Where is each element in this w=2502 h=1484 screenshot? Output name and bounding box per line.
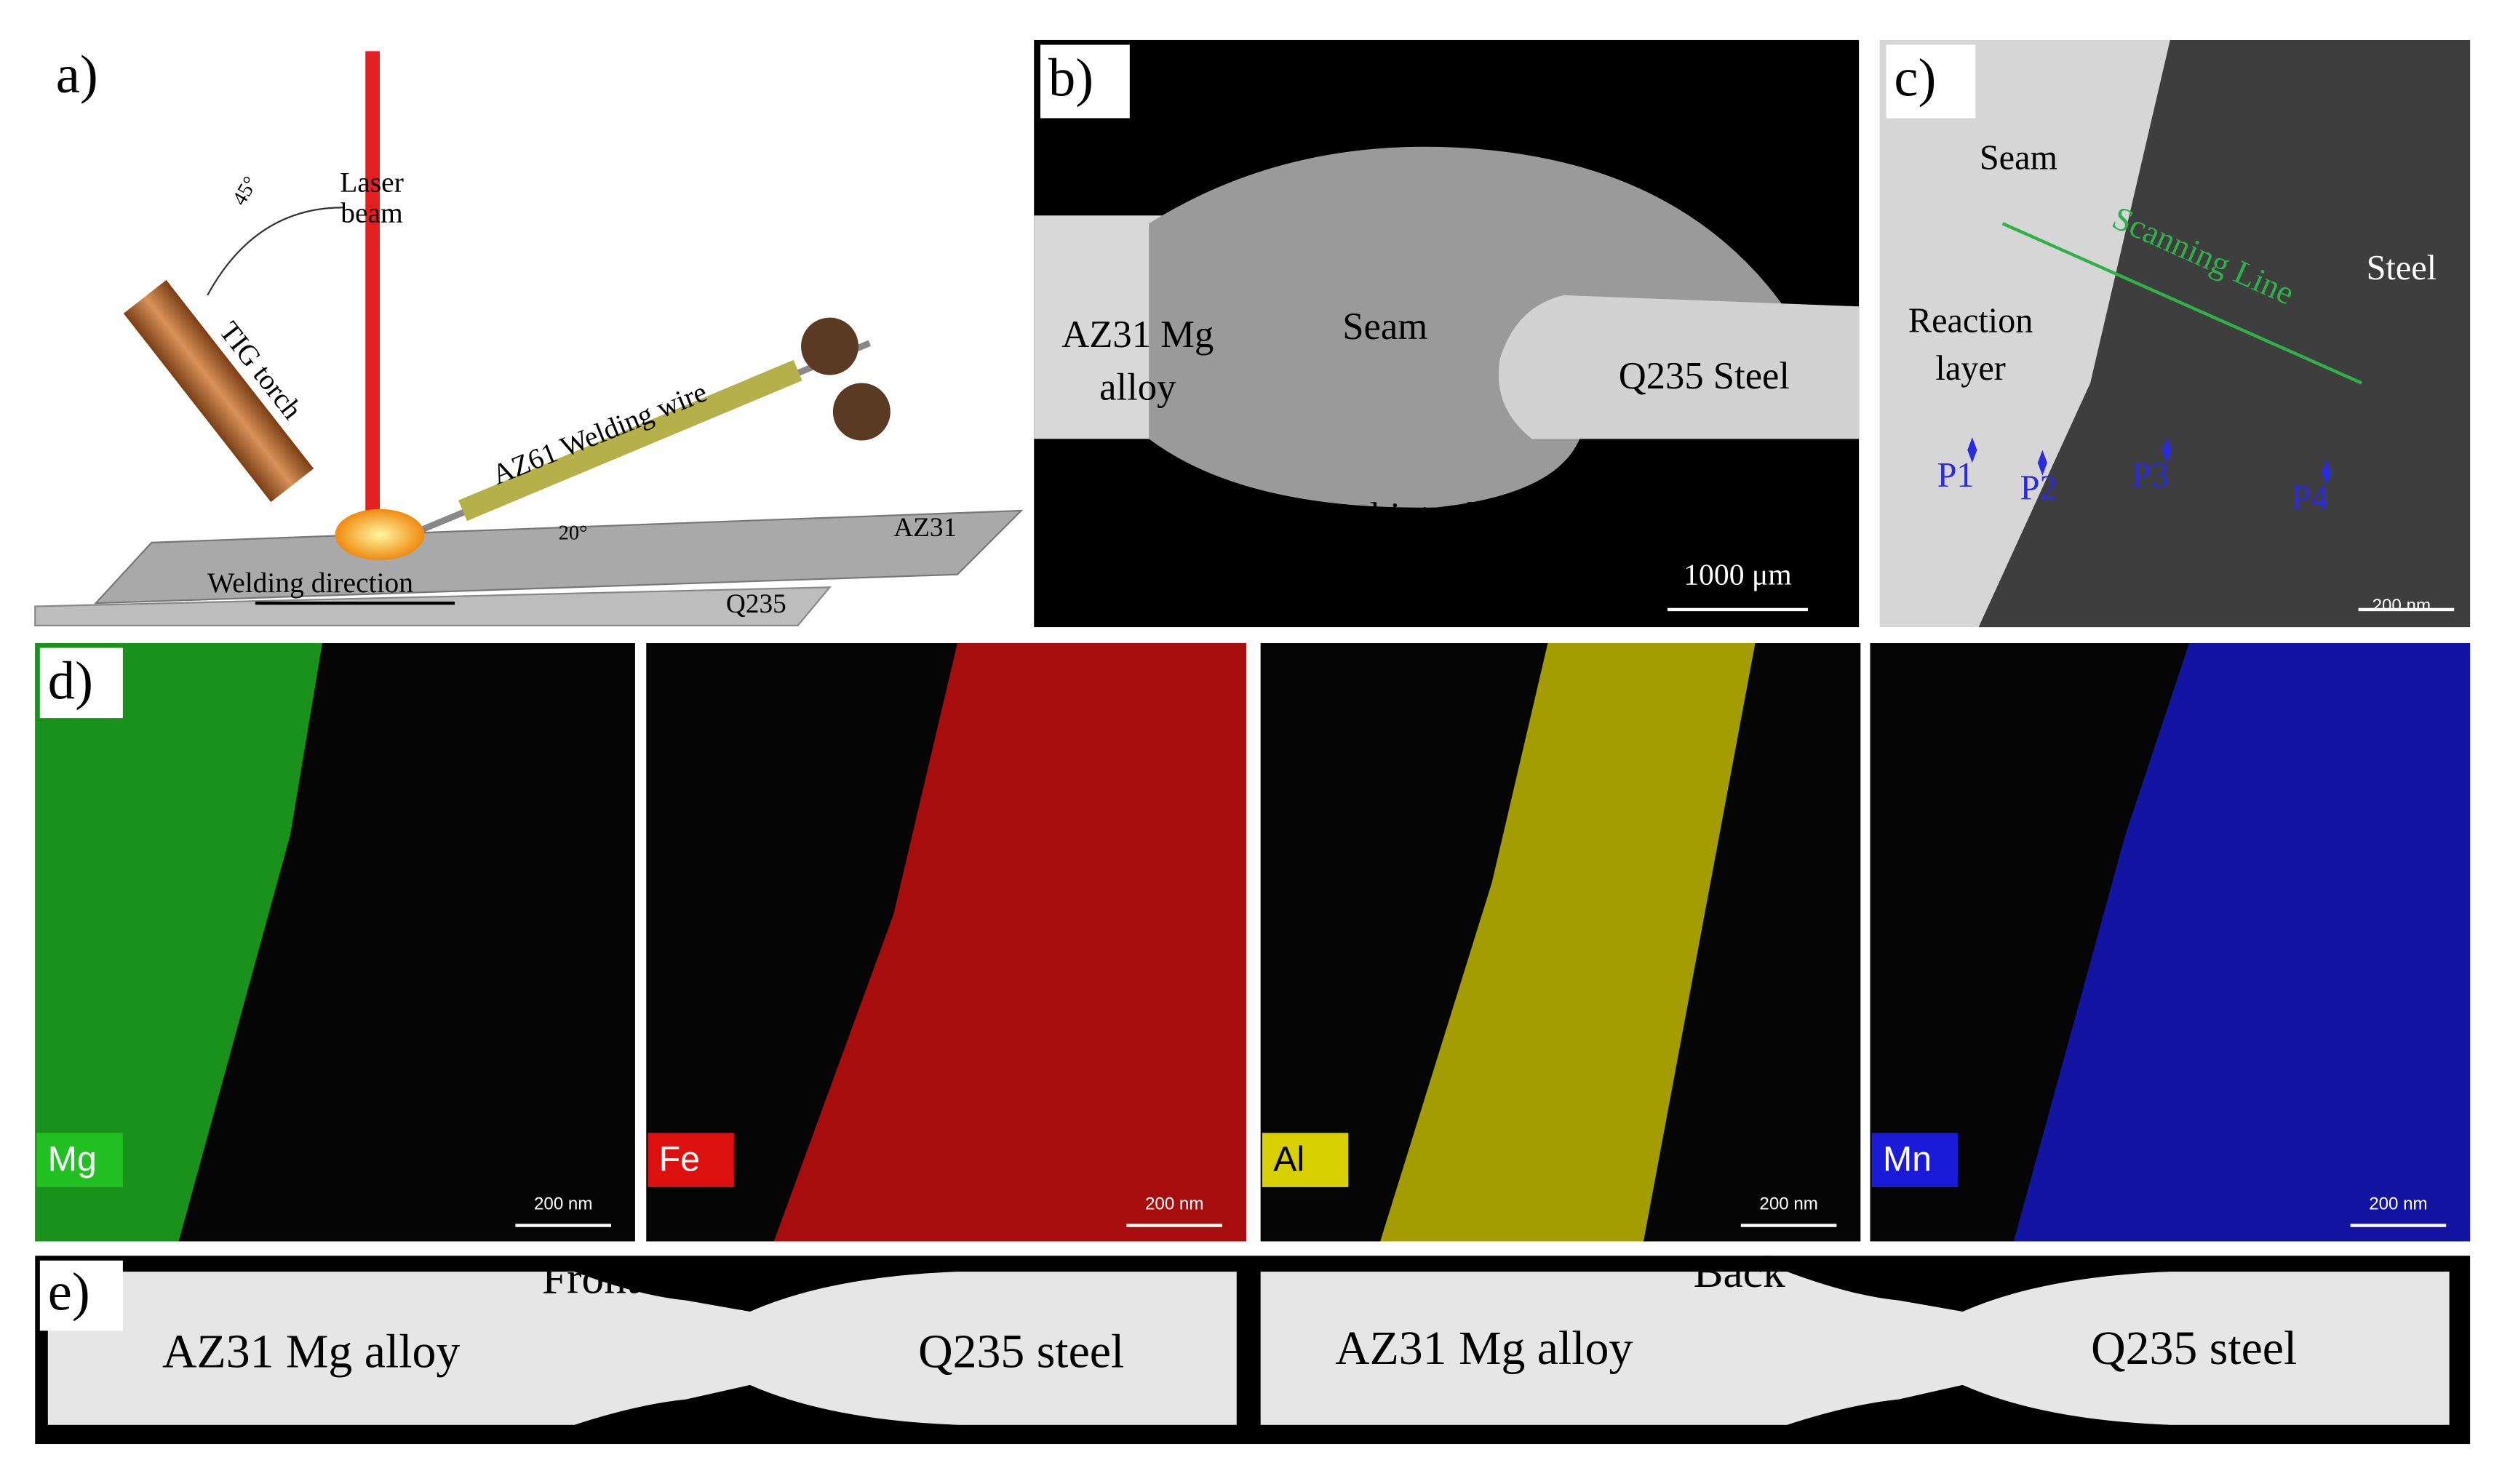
label-box <box>1886 44 1976 119</box>
annotation: Q235 <box>726 589 786 619</box>
element-tag-bg <box>36 1133 123 1187</box>
annotation: Back <box>1694 1248 1785 1297</box>
point-label: P3 <box>2132 456 2169 495</box>
scale-label: 200 nm <box>2372 596 2431 615</box>
annotation: Laser <box>340 167 404 199</box>
element-tag: Mn <box>1883 1140 1932 1179</box>
specimen-front <box>47 1272 1237 1425</box>
laser <box>365 51 380 514</box>
panel-label: b) <box>1048 48 1093 108</box>
point-marker <box>1967 437 1977 463</box>
scale-label: 200 nm <box>1145 1194 1203 1213</box>
annotation: beam <box>340 196 403 228</box>
annotation: Q235 steel <box>918 1325 1124 1378</box>
panel-label: c) <box>1894 48 1936 108</box>
annotation: AZ31 Mg alloy <box>162 1325 460 1378</box>
element-tag-bg <box>648 1133 734 1187</box>
panel-label: d) <box>48 651 93 711</box>
panel-label: a) <box>56 45 98 105</box>
annotation: Front <box>542 1254 639 1304</box>
arc <box>335 508 425 560</box>
annotation: Seam <box>1342 306 1427 348</box>
point-label: P2 <box>2020 469 2057 508</box>
element-region <box>773 643 1246 1242</box>
angle-arc <box>207 207 343 296</box>
annotation: Welding direction <box>207 567 413 599</box>
element-region <box>35 643 323 1242</box>
annotation: Q235 steel <box>2091 1322 2297 1375</box>
panel-e: e) Front Back AZ31 Mg alloy Q235 steel A… <box>35 1248 2471 1445</box>
annotation: Steel <box>2367 249 2437 287</box>
roller <box>832 383 891 441</box>
element-tag-bg <box>1262 1133 1349 1187</box>
label-box <box>39 647 123 719</box>
wire-tube <box>458 359 802 522</box>
scale-label: 200 nm <box>1759 1194 1817 1213</box>
panel-a: a) Laser beam 45° TIG torch AZ61 Welding… <box>31 45 1024 626</box>
scan-line <box>2001 222 2362 385</box>
point-label: P4 <box>2291 479 2328 517</box>
scale-label: 200 nm <box>534 1194 592 1213</box>
annotation: layer <box>1935 349 2005 388</box>
element-region <box>2013 643 2471 1242</box>
panel-c: c) Seam Scanning Line Steel Reaction lay… <box>1879 39 2471 628</box>
annotation: Reaction <box>1908 301 2033 340</box>
annotation: AZ31 Mg <box>1061 314 1214 356</box>
steel-region <box>1978 39 2471 628</box>
annotation: Mg/steel interface <box>1246 495 1523 538</box>
element-tag: Al <box>1273 1140 1304 1179</box>
plate-top <box>94 509 1024 605</box>
element-tag: Fe <box>659 1140 700 1179</box>
panel-label: e) <box>48 1262 90 1322</box>
element-tag-bg <box>1871 1133 1959 1187</box>
points: P1 P2 P3 P4 <box>1937 437 2332 517</box>
steel-plate <box>1498 295 1860 439</box>
panel-d: Mg 200 nm Fe 200 nm Al 200 nm Mn 200 nm d) <box>35 643 2471 1242</box>
specimen-back <box>1260 1272 2450 1425</box>
point-label: P1 <box>1937 456 1975 495</box>
annotation: Seam <box>1980 139 2057 177</box>
plate-bottom <box>34 586 832 626</box>
scale-label: 1000 μm <box>1684 559 1791 592</box>
element-tag: Mg <box>48 1140 97 1179</box>
annotation: Q235 Steel <box>1619 355 1790 397</box>
label-box <box>39 1260 123 1331</box>
annotation: 20° <box>559 522 588 544</box>
scale-label: 200 nm <box>2369 1194 2427 1213</box>
roller <box>801 317 858 375</box>
label-box <box>1040 44 1130 119</box>
element-region <box>1380 643 1756 1242</box>
panel-b: b) AZ31 Mg alloy Seam Q235 Steel Mg/stee… <box>1034 39 1860 628</box>
annotation: AZ31 <box>893 513 957 543</box>
annotation: AZ31 Mg alloy <box>1335 1322 1633 1375</box>
annotation: alloy <box>1099 367 1176 409</box>
torch <box>123 279 314 503</box>
